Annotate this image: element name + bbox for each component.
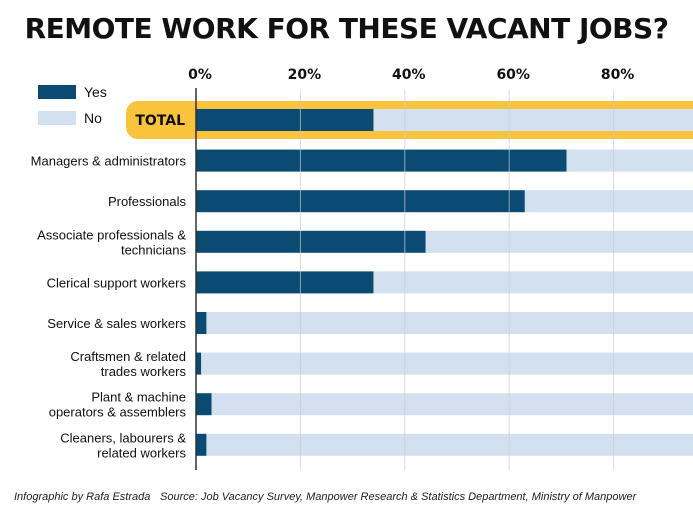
bar-no [206, 433, 693, 456]
bar-yes [196, 271, 374, 294]
bar-yes [196, 433, 207, 456]
bar-chart: 0% 20% 40% 60% 80% TOTAL Managers & administra… [31, 67, 693, 470]
x-tick-label: 60% [496, 67, 530, 83]
legend-swatch-no [38, 111, 76, 125]
bar-yes [196, 190, 525, 213]
bar-no [206, 312, 693, 334]
legend: Yes No [38, 83, 107, 135]
legend-label-yes: Yes [84, 84, 107, 100]
bar-no [201, 352, 693, 375]
legend-swatch-yes [38, 85, 76, 99]
category-label: Clerical support workers [47, 275, 187, 290]
bar-no [524, 190, 693, 213]
footer-source: Source: Job Vacancy Survey, Manpower Res… [160, 491, 637, 503]
category-label: Managers & administrators [31, 154, 187, 169]
footer-credit: Infographic by Rafa Estrada [14, 491, 151, 503]
x-tick-label: 20% [288, 67, 322, 83]
category-label: TOTAL [135, 113, 185, 129]
legend-item-no: No [38, 109, 107, 127]
category-label: Plant & machine operators & assemblers [49, 390, 187, 420]
bar-no [211, 393, 693, 416]
category-label: Professionals [108, 194, 187, 209]
legend-item-yes: Yes [38, 83, 107, 101]
category-label: Service & sales workers [47, 316, 186, 331]
bar-yes [196, 312, 207, 334]
bar-no [566, 149, 693, 172]
x-tick-label: 40% [392, 67, 426, 83]
bar-yes [196, 149, 567, 172]
bar-yes [196, 230, 426, 253]
x-tick-label: 80% [601, 67, 635, 83]
category-label: Cleaners, labourers & related workers [60, 430, 186, 460]
x-tick-label: 0% [188, 67, 212, 83]
bar-yes [196, 393, 212, 416]
legend-label-no: No [84, 110, 102, 126]
chart-title: REMOTE WORK FOR THESE VACANT JOBS? [24, 12, 669, 45]
bar-yes [196, 352, 202, 375]
category-label: Craftsmen & related trades workers [70, 349, 186, 379]
bar-no [425, 230, 693, 253]
bar-no [373, 271, 693, 294]
bar-no [373, 109, 693, 131]
category-label: Associate professionals & technicians [37, 227, 186, 257]
bar-yes [196, 109, 374, 131]
